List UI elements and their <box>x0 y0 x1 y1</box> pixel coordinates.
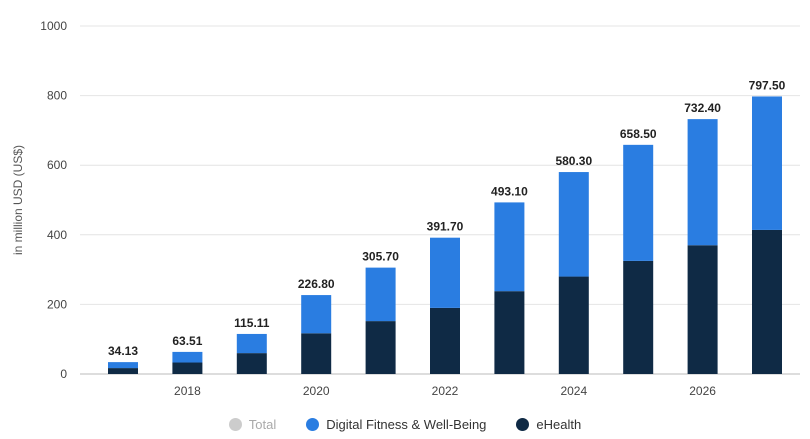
legend-label-ehealth: eHealth <box>536 417 582 432</box>
bar-segment-ehealth <box>430 307 460 374</box>
x-tick-label: 2024 <box>560 384 587 398</box>
bar-segment-digital-fitness <box>752 96 782 230</box>
total-data-label: 391.70 <box>427 220 464 234</box>
total-data-label: 732.40 <box>684 101 721 115</box>
total-data-label: 226.80 <box>298 277 335 291</box>
bar-segment-digital-fitness <box>494 202 525 292</box>
legend-dot-digital-fitness <box>306 418 320 431</box>
total-data-label: 797.50 <box>749 78 786 92</box>
legend-item-ehealth[interactable]: eHealth <box>516 417 581 432</box>
legend-label-digital-fitness: Digital Fitness & Well-Being <box>326 417 487 432</box>
total-data-label: 305.70 <box>362 250 399 264</box>
total-data-label: 580.30 <box>555 154 592 168</box>
bar-segment-ehealth <box>236 353 267 374</box>
bar-segment-ehealth <box>752 229 782 374</box>
legend-item-total[interactable]: Total <box>228 417 277 432</box>
bar-segment-digital-fitness <box>108 362 138 369</box>
legend-dot-total <box>228 418 242 431</box>
bar-segment-ehealth <box>301 333 332 374</box>
stacked-bar-chart: 0 200 400 600 800 1000 34.13 63.51 115.11 226.80… <box>11 19 800 398</box>
bar-segment-ehealth <box>494 291 525 374</box>
y-tick-label: 200 <box>47 297 67 311</box>
y-tick-label: 0 <box>60 367 67 381</box>
legend-dot-ehealth <box>516 418 530 431</box>
bar-segment-ehealth <box>172 362 203 374</box>
total-data-label: 115.11 <box>234 316 270 330</box>
y-axis-ticks: 0 200 400 600 800 1000 <box>40 19 67 381</box>
x-tick-label: 2018 <box>174 384 201 398</box>
bar-segment-digital-fitness <box>687 119 718 246</box>
y-axis-label: in million USD (US$) <box>11 145 25 255</box>
total-data-label: 34.13 <box>108 344 138 358</box>
x-tick-label: 2022 <box>432 384 459 398</box>
bar-segment-digital-fitness <box>172 351 203 363</box>
bar-segment-digital-fitness <box>623 144 654 261</box>
bar-segment-digital-fitness <box>301 295 332 334</box>
x-tick-label: 2026 <box>689 384 716 398</box>
grid-lines <box>80 25 800 375</box>
legend: Total Digital Fitness & Well-Being eHeal… <box>0 417 810 432</box>
legend-item-digital-fitness[interactable]: Digital Fitness & Well-Being <box>306 417 486 432</box>
bar-segment-ehealth <box>365 321 396 374</box>
y-tick-label: 800 <box>47 89 67 103</box>
bar-segment-ehealth <box>623 260 654 374</box>
y-tick-label: 600 <box>47 158 67 172</box>
total-labels: 34.13 63.51 115.11 226.80 305.70 391.70 493.10… <box>108 78 786 358</box>
bar-segment-ehealth <box>687 245 718 374</box>
bar-segment-ehealth <box>558 276 589 374</box>
bars <box>108 96 782 374</box>
x-tick-label: 2020 <box>303 384 330 398</box>
bar-segment-ehealth <box>108 368 138 374</box>
y-tick-label: 1000 <box>40 19 67 33</box>
bar-segment-digital-fitness <box>365 267 396 322</box>
x-axis-ticks: 2018 2020 2022 2024 2026 <box>174 384 716 398</box>
total-data-label: 493.10 <box>491 184 528 198</box>
bar-segment-digital-fitness <box>558 172 589 277</box>
y-tick-label: 400 <box>47 228 67 242</box>
total-data-label: 658.50 <box>620 127 657 141</box>
bar-segment-digital-fitness <box>236 333 267 354</box>
legend-label-total: Total <box>248 417 277 432</box>
bar-segment-digital-fitness <box>430 237 460 308</box>
total-data-label: 63.51 <box>172 334 202 348</box>
